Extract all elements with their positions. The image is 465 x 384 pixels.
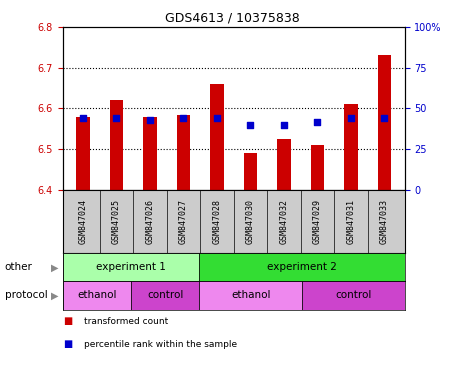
Text: GSM847033: GSM847033 xyxy=(380,199,389,244)
Point xyxy=(179,115,187,121)
Text: GDS4613 / 10375838: GDS4613 / 10375838 xyxy=(165,12,300,25)
Bar xyxy=(110,100,123,190)
Text: experiment 1: experiment 1 xyxy=(96,262,166,273)
Text: ethanol: ethanol xyxy=(77,290,117,301)
Text: ▶: ▶ xyxy=(51,262,59,273)
Bar xyxy=(199,253,405,281)
Text: transformed count: transformed count xyxy=(84,316,168,326)
Bar xyxy=(63,281,131,310)
Point xyxy=(314,119,321,125)
Text: GSM847032: GSM847032 xyxy=(279,199,288,244)
Bar xyxy=(302,281,405,310)
Point xyxy=(280,122,288,128)
Bar xyxy=(210,84,224,190)
Point xyxy=(146,117,153,123)
Bar xyxy=(131,281,199,310)
Text: ■: ■ xyxy=(63,339,72,349)
Point xyxy=(381,115,388,121)
Text: GSM847025: GSM847025 xyxy=(112,199,121,244)
Bar xyxy=(177,114,190,190)
Point xyxy=(113,115,120,121)
Text: GSM847027: GSM847027 xyxy=(179,199,188,244)
Bar xyxy=(344,104,358,190)
Bar xyxy=(378,55,391,190)
Text: protocol: protocol xyxy=(5,290,47,301)
Bar xyxy=(143,117,157,190)
Text: GSM847028: GSM847028 xyxy=(213,199,221,244)
Point xyxy=(79,115,86,121)
Bar xyxy=(311,145,324,190)
Point xyxy=(247,122,254,128)
Text: control: control xyxy=(147,290,184,301)
Text: experiment 2: experiment 2 xyxy=(267,262,337,273)
Text: ethanol: ethanol xyxy=(231,290,271,301)
Text: other: other xyxy=(5,262,33,273)
Point xyxy=(347,115,355,121)
Text: GSM847029: GSM847029 xyxy=(313,199,322,244)
Text: GSM847030: GSM847030 xyxy=(246,199,255,244)
Bar xyxy=(244,153,257,190)
Bar xyxy=(76,117,90,190)
Bar xyxy=(199,281,302,310)
Text: GSM847024: GSM847024 xyxy=(79,199,87,244)
Bar xyxy=(63,253,199,281)
Point xyxy=(213,115,220,121)
Bar xyxy=(277,139,291,190)
Text: control: control xyxy=(335,290,372,301)
Text: ▶: ▶ xyxy=(51,290,59,301)
Text: GSM847031: GSM847031 xyxy=(346,199,355,244)
Text: GSM847026: GSM847026 xyxy=(146,199,154,244)
Text: ■: ■ xyxy=(63,316,72,326)
Text: percentile rank within the sample: percentile rank within the sample xyxy=(84,339,237,349)
